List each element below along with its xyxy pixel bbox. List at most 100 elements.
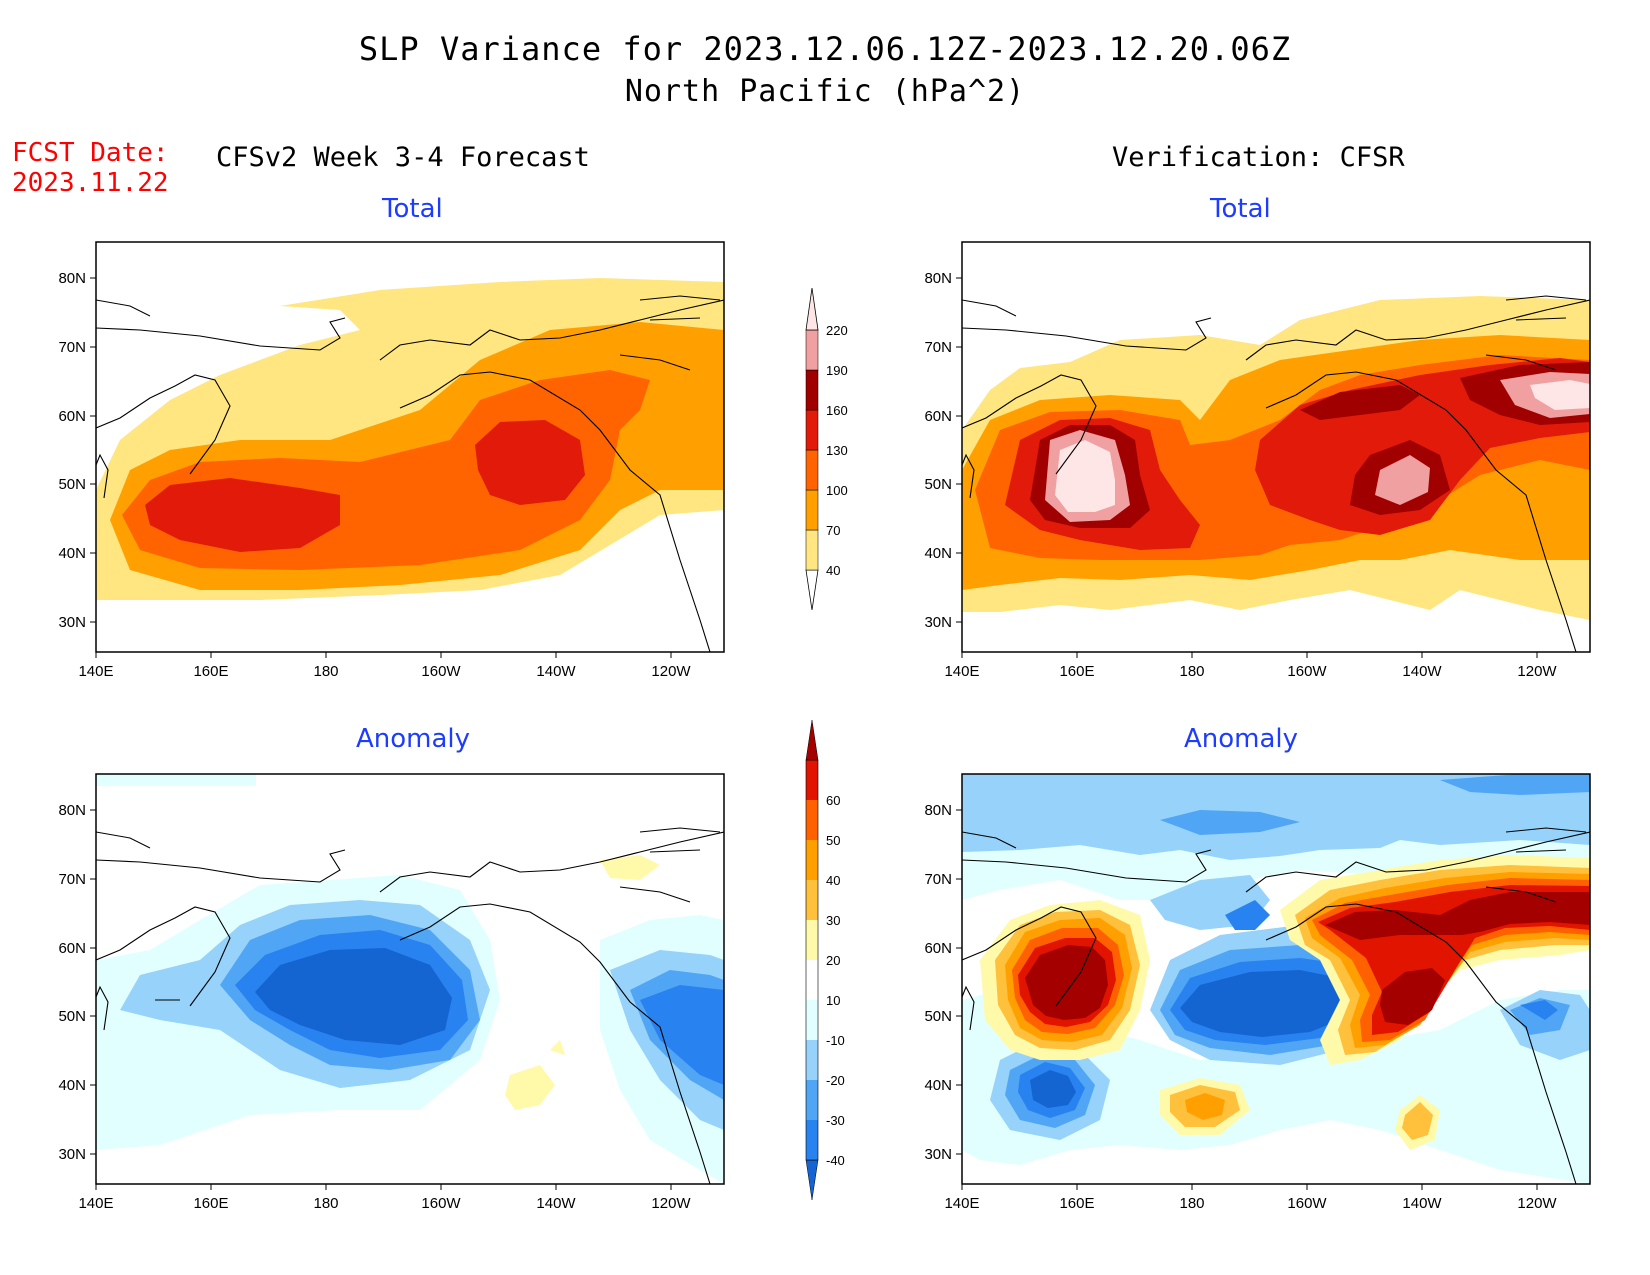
anomaly-colorbar-label-3: -20 [826, 1073, 845, 1088]
total-colorbar-label-1: 40 [826, 563, 840, 578]
coastline-america-b [1245, 299, 1590, 652]
verification-total-lon-label: 120W [1517, 663, 1557, 680]
anomaly-colorbar-label-9: 50 [826, 833, 840, 848]
anomaly-colorbar-label-4: -10 [826, 1033, 845, 1048]
fcst-date-value: 2023.11.22 [12, 168, 169, 198]
verification-total-title: Total [1210, 194, 1271, 224]
forecast-anomaly-contour-m50 [255, 948, 452, 1045]
forecast-anomaly-lon-label: 160E [193, 1195, 228, 1212]
verification-anomaly-lat-label: 70N [924, 871, 952, 888]
verification-anomaly-lon-label: 180 [1179, 1195, 1204, 1212]
forecast-anomaly-lat-label: 30N [58, 1146, 86, 1163]
forecast-total-contour-130 [145, 478, 340, 552]
total-colorbar-top-tail [805, 287, 819, 331]
forecast-anomaly-lat-label: 70N [58, 871, 86, 888]
total-colorbar-label-2: 70 [826, 523, 840, 538]
anomaly-colorbar-seg-6 [806, 920, 818, 960]
axis-labels: 80N 70N 60N 50N 40N 30N 140E 160E 180 160W 140W 120… [58, 270, 1557, 1212]
forecast-anomaly-lon-label: 160W [421, 1195, 461, 1212]
anomaly-colorbar-label-8: 40 [826, 873, 840, 888]
forecast-total-lat-label: 30N [58, 614, 86, 631]
verification-anomaly-contour-p60 [1025, 892, 1590, 1025]
coastline-america-c [379, 831, 724, 1184]
anomaly-colorbar-label-7: 30 [826, 913, 840, 928]
forecast-total-lat-label: 50N [58, 476, 86, 493]
anomaly-colorbar-top-tail [805, 719, 819, 761]
verification-anomaly-lon-label: 140E [944, 1195, 979, 1212]
anomaly-colorbar-seg-4 [806, 1000, 818, 1040]
anomaly-colorbar-label-1: -40 [826, 1153, 845, 1168]
anomaly-colorbar-label-5: 10 [826, 993, 840, 1008]
verification-anomaly-lat-label: 50N [924, 1008, 952, 1025]
forecast-total-lon-label: 140E [78, 663, 113, 680]
total-colorbar-label-6: 190 [826, 363, 848, 378]
verification-anomaly-lat-label: 60N [924, 940, 952, 957]
coastline-america-d [1245, 831, 1590, 1184]
axes [90, 277, 1538, 1190]
verification-anomaly-lat-label: 80N [924, 802, 952, 819]
anomaly-colorbar-seg-1 [806, 1120, 818, 1160]
verification-total-lat-label: 70N [924, 339, 952, 356]
fcst-date-label: FCST Date: [12, 138, 169, 168]
total-colorbar-label-4: 130 [826, 443, 848, 458]
forecast-anomaly-map [96, 774, 724, 1184]
verification-total-lat-label: 40N [924, 545, 952, 562]
main-title: SLP Variance for 2023.12.06.12Z-2023.12.… [358, 30, 1292, 68]
forecast-anomaly-lat-label: 50N [58, 1008, 86, 1025]
forecast-column-title: CFSv2 Week 3-4 Forecast [216, 142, 590, 173]
anomaly-colorbar-seg-7 [806, 880, 818, 920]
forecast-total-lat-label: 40N [58, 545, 86, 562]
anomaly-colorbar-label-10: 60 [826, 793, 840, 808]
verification-total-lat-label: 30N [924, 614, 952, 631]
verification-anomaly-lon-label: 160W [1287, 1195, 1327, 1212]
verification-anomaly-contour-m40-mid [1225, 900, 1270, 930]
anomaly-colorbar-label-6: 20 [826, 953, 840, 968]
forecast-anomaly-lat-label: 80N [58, 802, 86, 819]
anomaly-colorbar-seg-5 [806, 960, 818, 1000]
arctic-islands-b [962, 295, 1587, 321]
arctic-islands-d [962, 827, 1587, 853]
forecast-total-lon-label: 160W [421, 663, 461, 680]
total-colorbar-seg-6 [805, 329, 819, 371]
forecast-anomaly-lon-label: 140E [78, 1195, 113, 1212]
total-colorbar-seg-3 [805, 449, 819, 491]
verification-anomaly-lon-label: 120W [1517, 1195, 1557, 1212]
arctic-islands-c [96, 827, 721, 853]
verification-anomaly-map [962, 774, 1590, 1184]
total-colorbar-label-5: 160 [826, 403, 848, 418]
verification-total-map [962, 242, 1590, 652]
total-colorbar-seg-4 [805, 409, 819, 451]
forecast-total-map [96, 242, 724, 652]
total-colorbar-bottom-tail [805, 569, 819, 611]
forecast-anomaly-lat-label: 40N [58, 1077, 86, 1094]
coastline-asia-b [962, 317, 1212, 499]
forecast-total-lon-label: 180 [313, 663, 338, 680]
anomaly-colorbar-seg-10 [806, 760, 818, 800]
forecast-anomaly-title: Anomaly [356, 724, 471, 754]
verification-anomaly-lat-label: 40N [924, 1077, 952, 1094]
verification-total-lon-label: 140W [1402, 663, 1442, 680]
verification-total-lat-label: 80N [924, 270, 952, 287]
coastline-asia-c [96, 849, 346, 1031]
verification-anomaly-contour-m40-mid [1018, 958, 1558, 1118]
verification-total-lon-label: 160E [1059, 663, 1094, 680]
verification-anomaly-lat-label: 30N [924, 1146, 952, 1163]
forecast-total-lon-label: 120W [651, 663, 691, 680]
total-colorbar-seg-5 [805, 369, 819, 411]
verification-total-lon-label: 160W [1287, 663, 1327, 680]
anomaly-colorbar-seg-2 [806, 1080, 818, 1120]
verification-total-lat-label: 50N [924, 476, 952, 493]
anomaly-colorbar: -40 -30 -20 -10 10 20 30 40 50 60 [805, 719, 845, 1201]
forecast-anomaly-lon-label: 120W [651, 1195, 691, 1212]
verification-anomaly-contour-m50-mid [1030, 970, 1355, 1108]
verification-total-lon-label: 140E [944, 663, 979, 680]
forecast-anomaly-lon-label: 140W [536, 1195, 576, 1212]
verification-column-title: Verification: CFSR [1112, 142, 1405, 173]
forecast-total-lat-label: 80N [58, 270, 86, 287]
coastline-asia-a [96, 317, 346, 499]
verification-total-lat-label: 60N [924, 408, 952, 425]
coastline-america-a [379, 299, 724, 652]
forecast-anomaly-lat-label: 60N [58, 940, 86, 957]
forecast-anomaly-contour-p10 [505, 855, 660, 1110]
